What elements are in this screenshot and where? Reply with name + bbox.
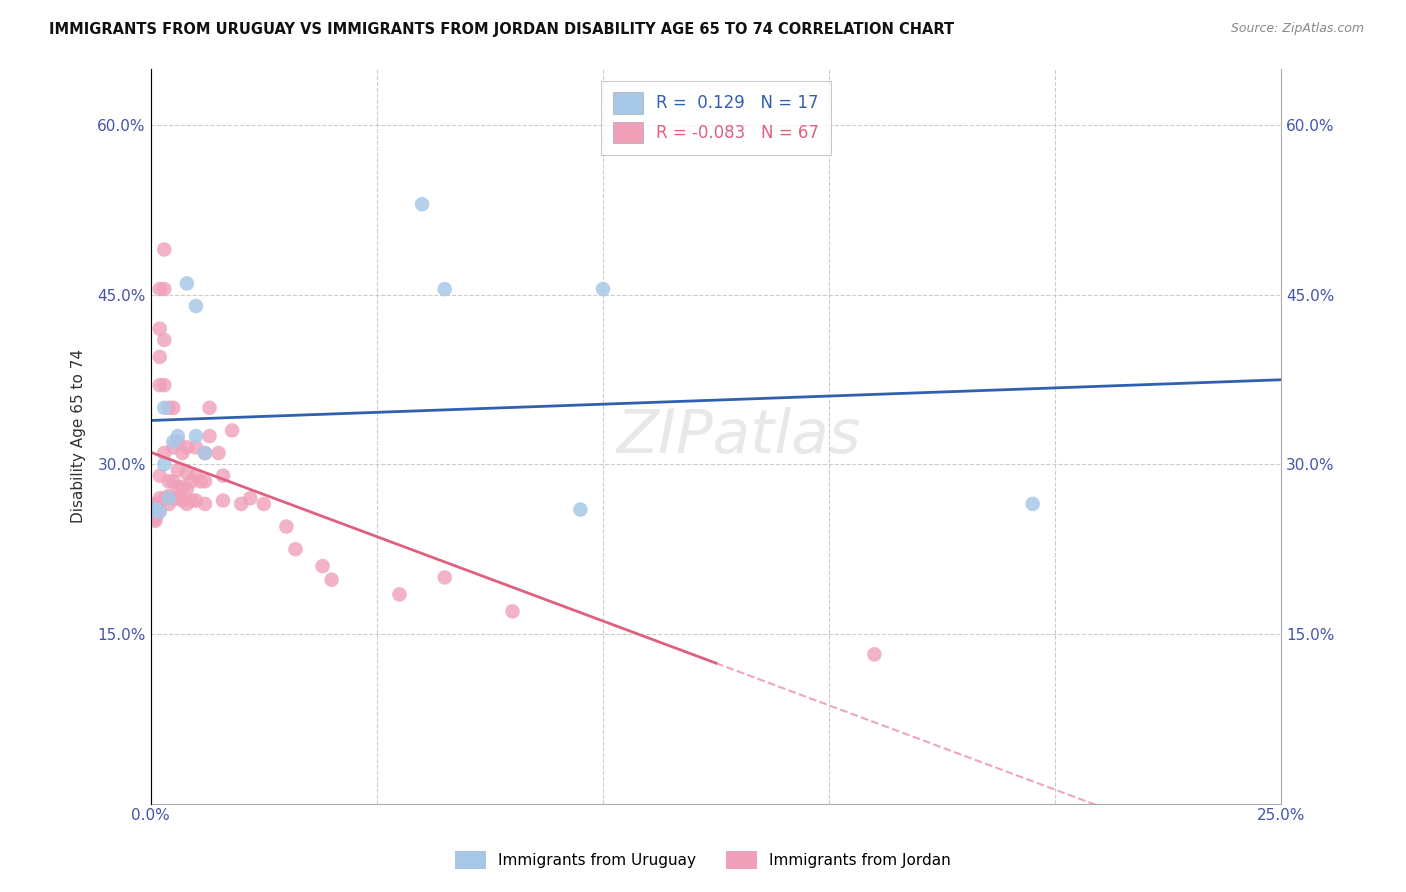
Point	[166, 491, 188, 506]
Point	[143, 502, 166, 516]
Point	[143, 507, 166, 521]
Point	[143, 497, 166, 511]
Point	[184, 493, 207, 508]
Point	[149, 350, 172, 364]
Point	[184, 299, 207, 313]
Point	[153, 458, 176, 472]
Point	[162, 401, 184, 415]
Point	[143, 514, 166, 528]
Point	[149, 505, 172, 519]
Legend: Immigrants from Uruguay, Immigrants from Jordan: Immigrants from Uruguay, Immigrants from…	[449, 845, 957, 875]
Point	[433, 282, 456, 296]
Point	[157, 489, 180, 503]
Point	[198, 401, 221, 415]
Point	[194, 446, 217, 460]
Point	[502, 604, 524, 618]
Point	[253, 497, 276, 511]
Point	[194, 475, 217, 489]
Text: IMMIGRANTS FROM URUGUAY VS IMMIGRANTS FROM JORDAN DISABILITY AGE 65 TO 74 CORREL: IMMIGRANTS FROM URUGUAY VS IMMIGRANTS FR…	[49, 22, 955, 37]
Point	[153, 491, 176, 506]
Point	[180, 475, 202, 489]
Point	[863, 648, 886, 662]
Point	[166, 434, 188, 449]
Point	[149, 491, 172, 506]
Point	[153, 243, 176, 257]
Point	[162, 475, 184, 489]
Point	[162, 434, 184, 449]
Point	[149, 497, 172, 511]
Text: ZIPatlas: ZIPatlas	[616, 407, 860, 466]
Point	[194, 446, 217, 460]
Point	[149, 502, 172, 516]
Point	[176, 482, 198, 496]
Point	[149, 468, 172, 483]
Point	[239, 491, 262, 506]
Point	[184, 468, 207, 483]
Point	[166, 429, 188, 443]
Point	[149, 321, 172, 335]
Point	[311, 559, 333, 574]
Point	[172, 480, 194, 494]
Point	[162, 491, 184, 506]
Point	[153, 333, 176, 347]
Point	[162, 441, 184, 455]
Point	[149, 282, 172, 296]
Point	[143, 511, 166, 525]
Point	[149, 378, 172, 392]
Point	[569, 502, 592, 516]
Point	[176, 277, 198, 291]
Point	[231, 497, 253, 511]
Point	[172, 493, 194, 508]
Point	[153, 446, 176, 460]
Point	[157, 497, 180, 511]
Point	[212, 468, 235, 483]
Point	[1021, 497, 1043, 511]
Point	[276, 519, 298, 533]
Point	[157, 401, 180, 415]
Point	[166, 480, 188, 494]
Point	[153, 378, 176, 392]
Point	[180, 493, 202, 508]
Point	[153, 282, 176, 296]
Point	[153, 401, 176, 415]
Point	[221, 424, 243, 438]
Point	[212, 493, 235, 508]
Point	[184, 441, 207, 455]
Point	[143, 509, 166, 524]
Point	[190, 475, 212, 489]
Point	[143, 500, 166, 515]
Point	[172, 446, 194, 460]
Point	[198, 429, 221, 443]
Legend: R =  0.129   N = 17, R = -0.083   N = 67: R = 0.129 N = 17, R = -0.083 N = 67	[602, 80, 831, 155]
Point	[143, 505, 166, 519]
Point	[194, 497, 217, 511]
Point	[157, 475, 180, 489]
Point	[433, 570, 456, 584]
Point	[157, 491, 180, 506]
Point	[143, 502, 166, 516]
Point	[388, 587, 411, 601]
Point	[284, 542, 307, 557]
Point	[176, 467, 198, 481]
Text: Source: ZipAtlas.com: Source: ZipAtlas.com	[1230, 22, 1364, 36]
Point	[411, 197, 433, 211]
Point	[184, 429, 207, 443]
Point	[592, 282, 614, 296]
Point	[166, 463, 188, 477]
Point	[207, 446, 229, 460]
Y-axis label: Disability Age 65 to 74: Disability Age 65 to 74	[72, 349, 86, 523]
Point	[143, 502, 166, 516]
Point	[176, 497, 198, 511]
Point	[321, 573, 343, 587]
Point	[176, 441, 198, 455]
